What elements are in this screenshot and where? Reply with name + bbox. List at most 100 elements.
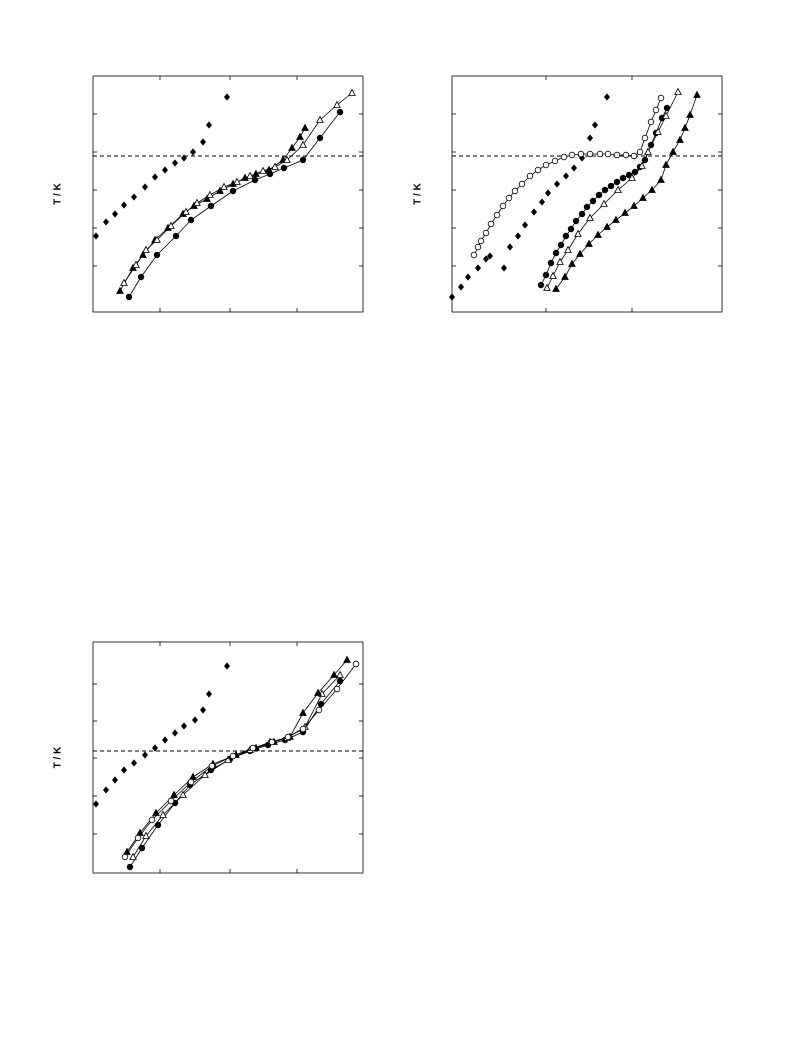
point [505, 194, 513, 202]
point [674, 87, 682, 95]
point [296, 132, 304, 140]
point [530, 208, 538, 216]
y-axis-label: T / K [413, 182, 424, 204]
point [607, 182, 615, 190]
point [179, 790, 187, 798]
point [552, 284, 560, 292]
point [343, 655, 351, 663]
point [457, 283, 465, 291]
point [249, 744, 257, 752]
point [201, 770, 209, 778]
point [299, 156, 307, 164]
point [148, 816, 156, 824]
point [205, 690, 213, 698]
point [284, 733, 292, 741]
point [547, 259, 555, 267]
point [600, 199, 608, 207]
point [591, 121, 599, 129]
series-line [129, 680, 341, 868]
point [125, 293, 133, 301]
point [586, 134, 594, 142]
point [604, 150, 612, 158]
point [330, 670, 338, 678]
point [141, 183, 149, 191]
point [153, 251, 161, 259]
point [172, 232, 180, 240]
point [130, 193, 138, 201]
point [301, 123, 309, 131]
point [207, 202, 215, 210]
point [299, 725, 307, 733]
y-axis-label: T / K [53, 746, 64, 768]
point [560, 153, 568, 161]
point [151, 744, 159, 752]
point [130, 759, 138, 767]
point [518, 180, 526, 188]
point [92, 232, 100, 240]
point [576, 249, 584, 257]
point [137, 273, 145, 281]
point [486, 252, 494, 260]
point [283, 155, 291, 163]
point [557, 241, 565, 249]
point [612, 215, 620, 223]
point [628, 173, 636, 181]
point [464, 273, 472, 281]
point [132, 260, 140, 268]
point [493, 211, 501, 219]
point [203, 194, 211, 202]
series-line [126, 659, 348, 853]
point [601, 186, 609, 194]
point [129, 852, 137, 860]
point [595, 191, 603, 199]
point [316, 115, 324, 123]
point [470, 251, 478, 259]
point [142, 245, 150, 253]
point [167, 797, 175, 805]
point [654, 127, 662, 135]
point [630, 152, 638, 160]
point [299, 140, 307, 148]
point [553, 180, 561, 188]
point [333, 685, 341, 693]
point [199, 706, 207, 714]
point [562, 232, 570, 240]
point [206, 190, 214, 198]
point [681, 123, 689, 131]
point [542, 271, 550, 279]
point [641, 134, 649, 142]
plot: T / K [413, 75, 723, 313]
point [568, 259, 576, 267]
point [647, 118, 655, 126]
point [187, 216, 195, 224]
point [537, 281, 545, 289]
point [652, 106, 660, 114]
point [662, 160, 670, 168]
point [116, 286, 124, 294]
point [180, 722, 188, 730]
point [220, 182, 228, 190]
point [246, 171, 254, 179]
point [543, 283, 551, 291]
point [521, 221, 529, 229]
point [636, 148, 644, 156]
point [138, 844, 146, 852]
point [189, 148, 197, 156]
point [167, 221, 175, 229]
point [585, 239, 593, 247]
point [686, 110, 694, 118]
point [621, 208, 629, 216]
point [199, 138, 207, 146]
point [111, 776, 119, 784]
point [120, 766, 128, 774]
series-line [124, 663, 357, 858]
point [223, 662, 231, 670]
point [102, 786, 110, 794]
point [693, 90, 701, 98]
point [142, 831, 150, 839]
point [229, 187, 237, 195]
point [316, 134, 324, 142]
point [92, 800, 100, 808]
point [126, 863, 134, 871]
point [352, 660, 360, 668]
